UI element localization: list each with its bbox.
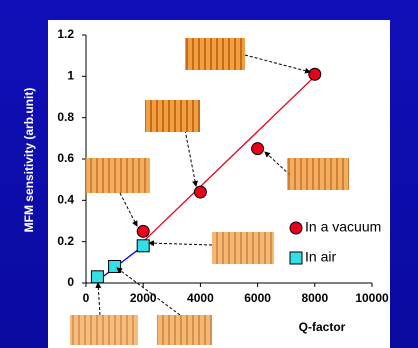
x-tick-label: 4000 bbox=[187, 291, 214, 305]
y-tick-label: 1.2 bbox=[57, 27, 74, 41]
y-tick-label: 1 bbox=[67, 69, 74, 83]
point bbox=[252, 143, 264, 155]
x-axis-label: Q-factor bbox=[299, 320, 346, 334]
point bbox=[137, 225, 149, 237]
chart: MFM sensitivity (arb.unit) Q-factor 0 0.2… bbox=[0, 0, 418, 348]
point bbox=[91, 271, 103, 283]
legend-label: In air bbox=[305, 249, 336, 265]
x-tick-label: 0 bbox=[83, 291, 90, 305]
mfm-image bbox=[70, 315, 138, 345]
x-tick-label: 6000 bbox=[244, 291, 271, 305]
y-tick-label: 0.4 bbox=[57, 193, 74, 207]
x-tick-label: 8000 bbox=[301, 291, 328, 305]
mfm-image bbox=[287, 158, 349, 190]
mfm-image bbox=[85, 158, 150, 193]
legend-marker bbox=[290, 222, 302, 234]
legend-label: In a vacuum bbox=[305, 219, 381, 235]
y-tick-label: 0 bbox=[67, 275, 74, 289]
mfm-image bbox=[185, 38, 245, 70]
point bbox=[137, 240, 149, 252]
y-axis-label: MFM sensitivity (arb.unit) bbox=[22, 88, 36, 233]
x-tick-label: 10000 bbox=[355, 291, 389, 305]
legend-marker bbox=[290, 252, 302, 264]
mfm-image bbox=[145, 100, 200, 132]
point bbox=[194, 186, 206, 198]
mfm-image bbox=[157, 315, 212, 345]
y-tick-label: 0.6 bbox=[57, 151, 74, 165]
point bbox=[309, 68, 321, 80]
x-tick-label: 2000 bbox=[130, 291, 157, 305]
y-tick-label: 0.2 bbox=[57, 234, 74, 248]
mfm-image bbox=[212, 232, 274, 264]
point bbox=[109, 260, 121, 272]
y-tick-label: 0.8 bbox=[57, 110, 74, 124]
